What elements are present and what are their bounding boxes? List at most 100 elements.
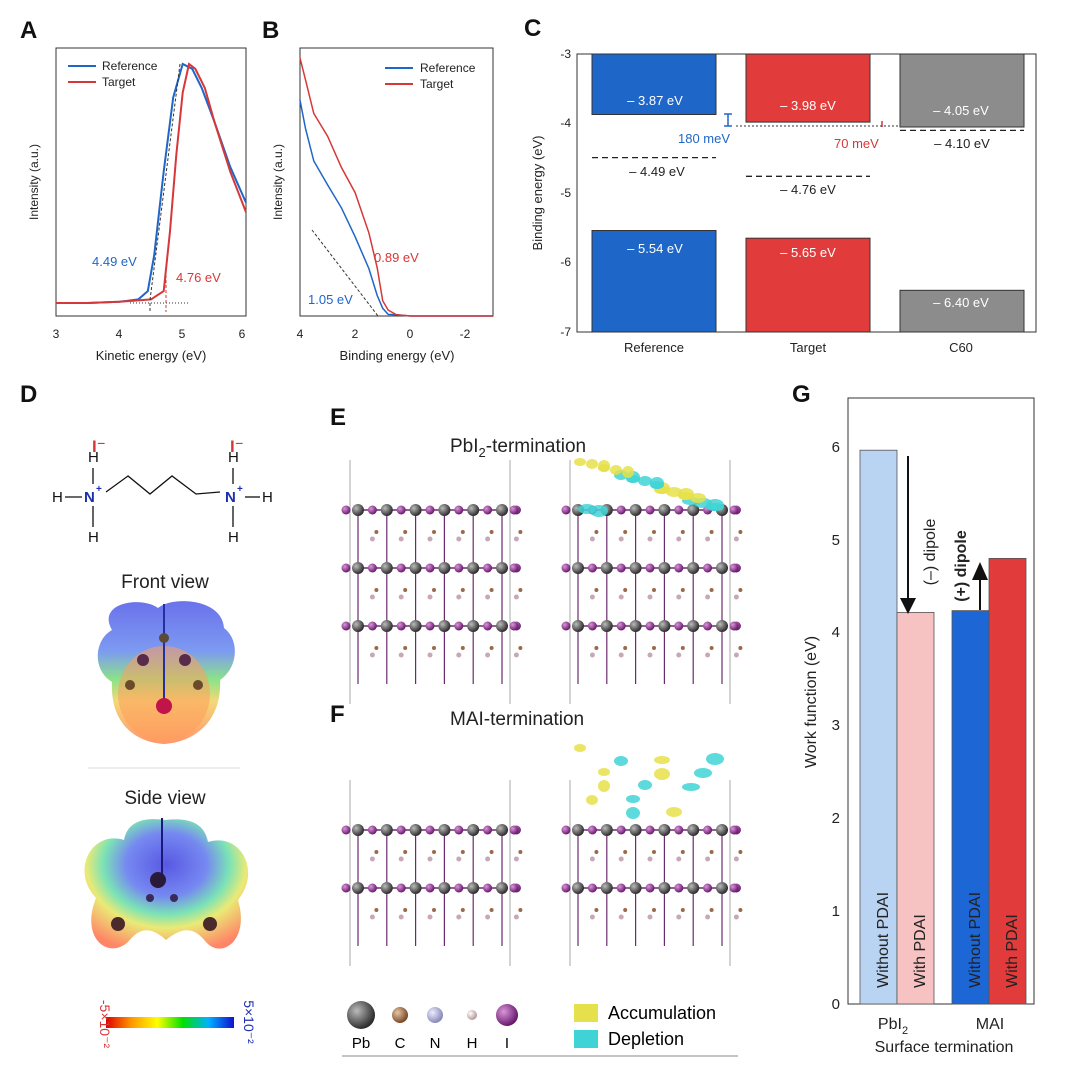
svg-text:H: H — [88, 529, 99, 546]
bar-label: With PDAI — [1004, 914, 1021, 988]
svg-text:+: + — [237, 484, 243, 495]
panel-a-xtick: 3 — [53, 327, 60, 341]
pdai-structure: H H H N + H H H N + — [52, 449, 273, 546]
svg-text:H: H — [88, 449, 99, 466]
annotation-tgt-vbm: 0.89 eV — [374, 250, 419, 265]
ef-label-c60: – 4.10 eV — [934, 136, 990, 151]
panel-g: G 0 1 2 3 4 5 6 Work function (eV) Witho… — [792, 381, 1035, 1056]
pbi2-slab-pristine — [341, 460, 523, 704]
scale-max-label: 5×10⁻² — [241, 1000, 257, 1044]
pbi2-slab-pdai — [561, 458, 743, 704]
panel-g-ytick: 3 — [832, 717, 840, 734]
panel-c-ytick: -5 — [560, 186, 571, 200]
panel-g-frame — [847, 397, 1035, 1005]
panel-g-ytick: 4 — [832, 624, 840, 641]
mai-slab-pdai — [561, 744, 743, 966]
vb-bar — [591, 230, 717, 333]
panel-d: D I⁻ I⁻ H H H N + H H H N + Front view — [20, 381, 273, 1048]
cb-label-reference: – 3.87 eV — [627, 93, 683, 108]
panel-label-f: F — [330, 701, 345, 728]
panel-e-title: PbI2-termination — [450, 436, 586, 460]
legend-label-target: Target — [102, 75, 136, 89]
series-reference-line — [56, 62, 247, 304]
panel-c: C -3 -4 -5 -6 -7 Binding energy (eV) Ref… — [524, 15, 1037, 355]
panel-label-c: C — [524, 15, 541, 42]
cb-label-c60: – 4.05 eV — [933, 103, 989, 118]
vb-label-reference: – 5.54 eV — [627, 241, 683, 256]
svg-text:H: H — [52, 489, 63, 506]
group-label-mai: MAI — [976, 1016, 1004, 1033]
work-function-bar — [951, 610, 990, 1005]
atom-label: H — [467, 1035, 478, 1052]
panel-a-ylabel: Intensity (a.u.) — [27, 144, 41, 220]
panel-a-fit-line — [149, 63, 181, 301]
panel-b-xlabel: Binding energy (eV) — [340, 348, 455, 363]
dipole-neg-label: (–) dipole — [922, 519, 939, 586]
atom-label: Pb — [352, 1035, 370, 1052]
depletion-label: Depletion — [608, 1029, 684, 1049]
anion-left: I⁻ — [92, 437, 106, 456]
atom-h-icon — [467, 1010, 477, 1020]
dipole-neg-arrowhead — [900, 598, 916, 614]
svg-text:H: H — [228, 529, 239, 546]
panel-a: A 3 4 5 6 Kinetic energy (eV) Intensity … — [20, 17, 247, 363]
esp-color-scale — [106, 1017, 234, 1028]
side-view-label: Side view — [124, 788, 206, 809]
panel-f: F MAI-termination — [330, 701, 743, 966]
legend-label-reference: Reference — [102, 59, 158, 73]
work-function-bar — [859, 449, 898, 1005]
panel-e: E PbI2-termination — [330, 404, 743, 704]
series-target-line — [56, 62, 247, 304]
offset-label-reference: 180 meV — [678, 131, 730, 146]
cb-bar — [899, 53, 1025, 128]
bar-label: Without PDAI — [967, 892, 984, 988]
panel-b-xtick: -2 — [460, 327, 471, 341]
panel-g-ytick: 6 — [832, 439, 840, 456]
atom-n-icon — [427, 1007, 443, 1023]
atom-label: I — [505, 1035, 509, 1052]
panel-g-xlabel: Surface termination — [875, 1039, 1014, 1056]
panel-b-fit-line — [311, 229, 379, 317]
panel-b-frame — [299, 47, 494, 317]
bar-label: Without PDAI — [875, 892, 892, 988]
panel-b-xtick: 4 — [297, 327, 304, 341]
svg-text:H: H — [262, 489, 273, 506]
group-label-pbi2: PbI2 — [878, 1016, 908, 1037]
atom-label: C — [395, 1035, 406, 1052]
panel-c-category: Target — [790, 340, 827, 355]
cb-label-target: – 3.98 eV — [780, 98, 836, 113]
panel-g-ytick: 0 — [832, 996, 840, 1013]
vb-bar — [899, 289, 1025, 333]
svg-text:+: + — [96, 484, 102, 495]
ef-label-target: – 4.76 eV — [780, 182, 836, 197]
panel-c-yticks: -3 -4 -5 -6 -7 — [560, 47, 571, 339]
panel-a-xtick: 5 — [179, 327, 186, 341]
panel-g-yticks: 0 1 2 3 4 5 6 — [832, 439, 840, 1013]
panel-c-category: Reference — [624, 340, 684, 355]
annotation-ref-cutoff: 4.49 eV — [92, 254, 137, 269]
depletion-swatch — [574, 1030, 598, 1048]
panel-c-ytick: -7 — [560, 325, 571, 339]
panel-c-bars — [591, 53, 1025, 333]
work-function-bar — [988, 558, 1027, 1005]
panel-b-xtick: 2 — [352, 327, 359, 341]
panel-g-ytick: 2 — [832, 810, 840, 827]
cb-bar — [591, 53, 717, 115]
annotation-tgt-cutoff: 4.76 eV — [176, 270, 221, 285]
panel-b-ylabel: Intensity (a.u.) — [271, 144, 285, 220]
esp-front-view — [97, 601, 235, 744]
panel-a-frame — [55, 47, 247, 317]
panel-a-legend: Reference Target — [68, 59, 158, 89]
panel-c-category: C60 — [949, 340, 973, 355]
panel-a-xtick: 4 — [116, 327, 123, 341]
legend-label-reference: Reference — [420, 61, 476, 75]
panel-b-legend: Reference Target — [385, 61, 476, 91]
atom-legend: Pb C N H I Accumulation Depletion — [342, 1001, 738, 1057]
atom-pb-icon — [347, 1001, 375, 1029]
dipole-pos-arrowhead — [972, 562, 988, 580]
annotation-ref-vbm: 1.05 eV — [308, 292, 353, 307]
vb-label-target: – 5.65 eV — [780, 245, 836, 260]
panel-label-b: B — [262, 17, 279, 44]
panel-g-ylabel: Work function (eV) — [803, 636, 820, 768]
cb-bar — [745, 53, 871, 123]
